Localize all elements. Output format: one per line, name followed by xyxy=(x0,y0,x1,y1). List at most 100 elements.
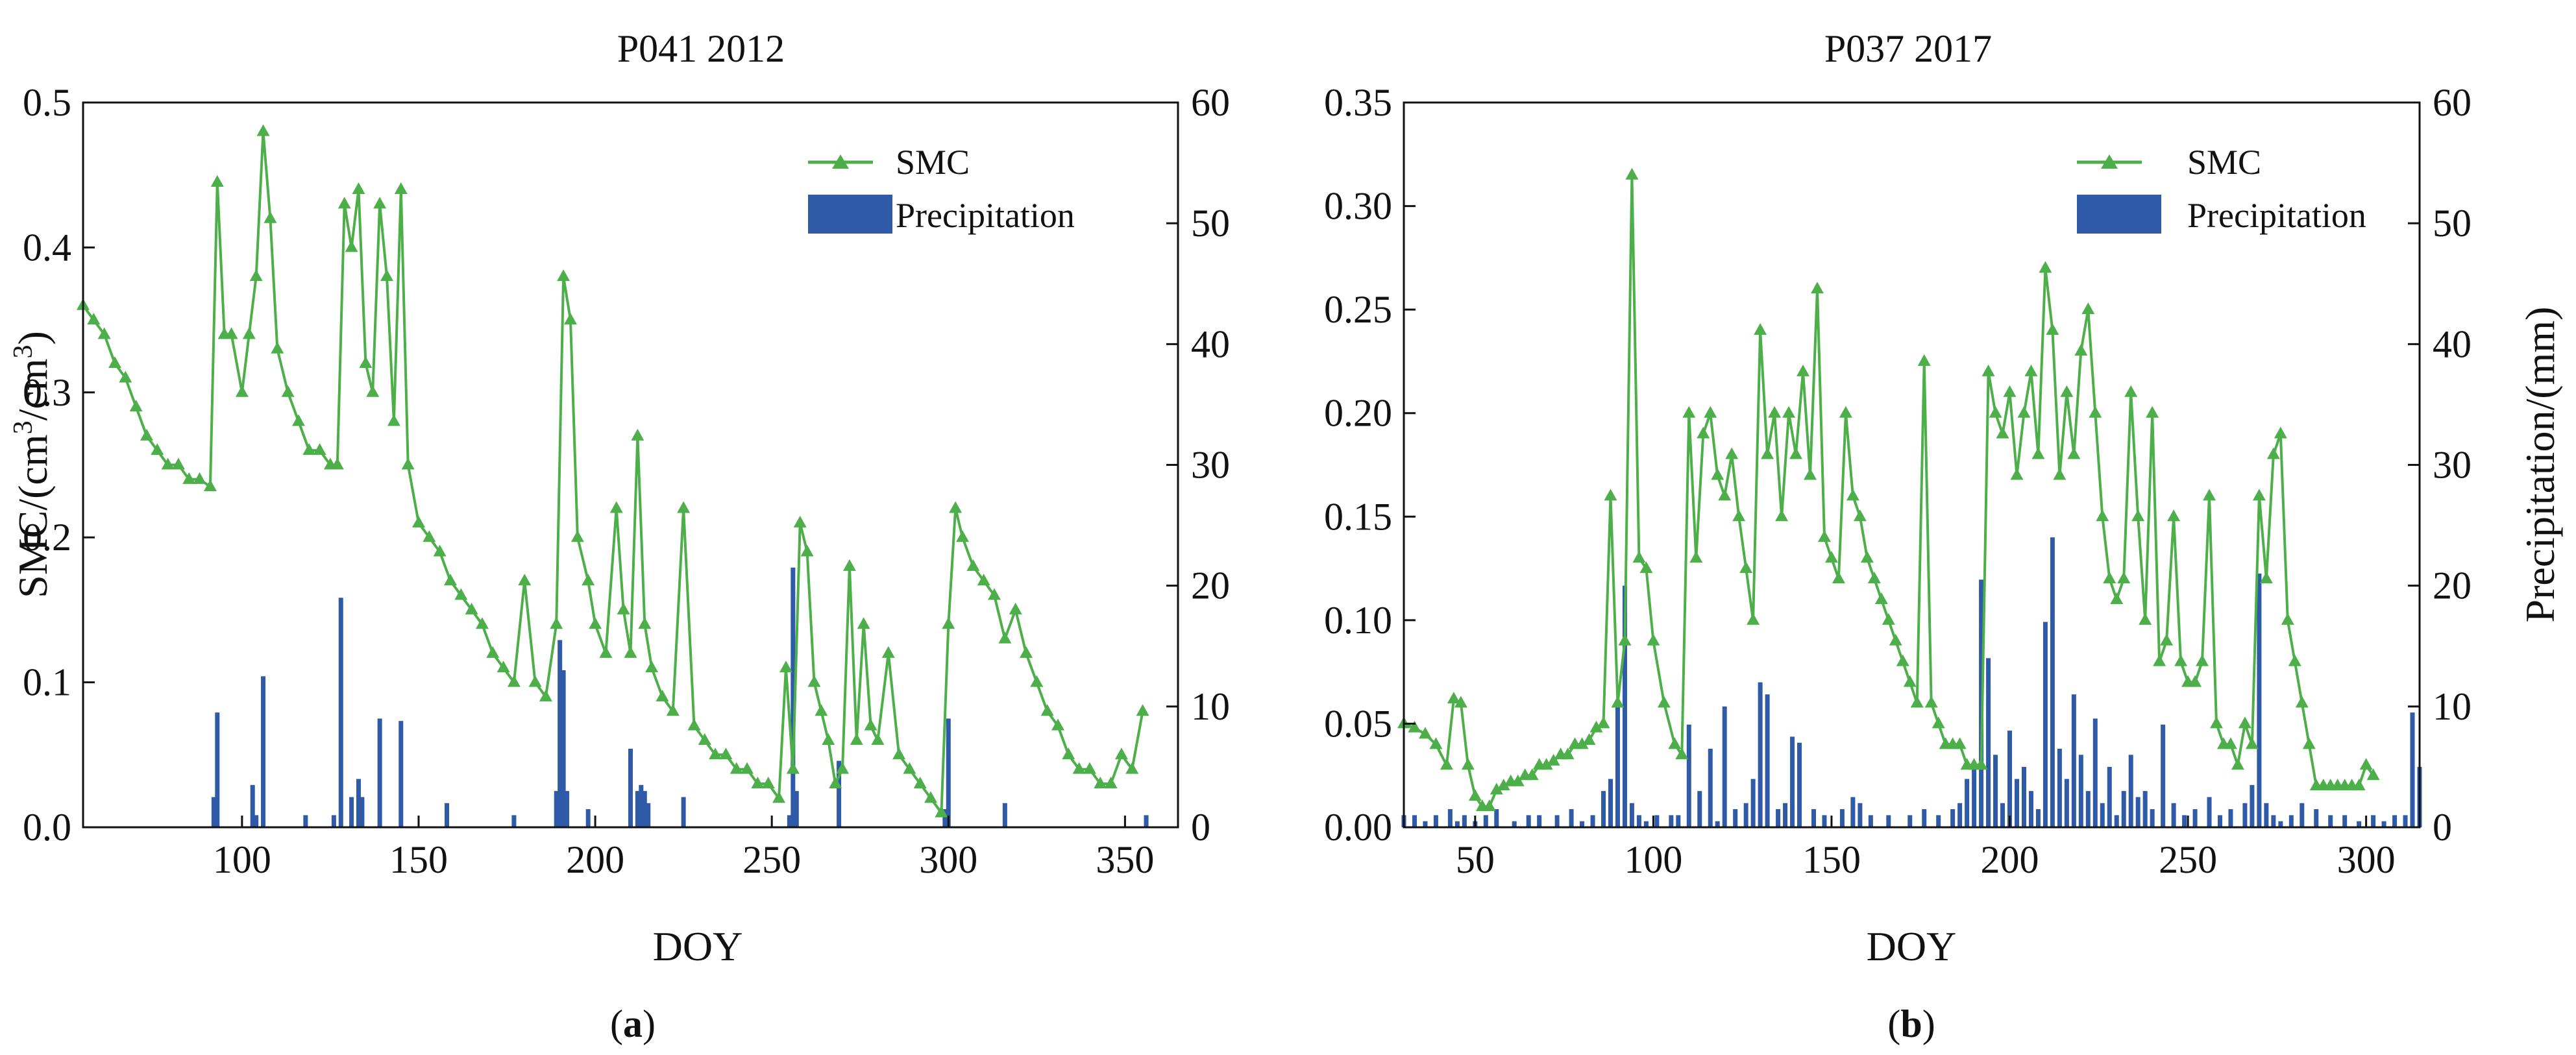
panel-b-smc-point xyxy=(2146,406,2159,418)
panel-a-y2-tick-label: 10 xyxy=(1191,685,1230,728)
panel-a-smc-point xyxy=(850,733,863,745)
panel-a-x-tick-label: 200 xyxy=(566,838,624,881)
panel-b-smc-point xyxy=(2081,302,2095,315)
panel-b-smc-point xyxy=(1874,592,1888,604)
panel-b-smc-series xyxy=(1397,167,2380,812)
panel-a-smc-point xyxy=(793,515,807,528)
panel-a-smc-point xyxy=(345,240,358,252)
panel-b-precip-bar xyxy=(1993,755,1998,827)
panel-b-precip-bar xyxy=(2392,815,2398,827)
panel-b-caption-letter: b xyxy=(1900,1002,1922,1045)
panel-b-smc-point xyxy=(1824,551,1838,563)
panel-b-precip-bar xyxy=(1708,748,1713,827)
panel-b-smc-point xyxy=(2110,592,2124,604)
panel-b-smc-point xyxy=(2024,364,2038,376)
panel-b-precip-bar xyxy=(1447,809,1453,827)
panel-a-smc-point xyxy=(730,762,743,774)
panel-b-precip-bar xyxy=(2042,622,2048,827)
panel-a-x-tick-label: 250 xyxy=(742,838,801,881)
panel-b-precip-bar xyxy=(1622,585,1627,827)
panel-b-smc-point xyxy=(2238,716,2251,729)
panel-a-smc-point xyxy=(394,182,408,195)
panel-b-precip-bar xyxy=(2057,748,2062,827)
panel-b-smc-point xyxy=(2010,468,2024,480)
panel-b-precip-bar xyxy=(2217,815,2222,827)
panel-b-smc-point xyxy=(1468,789,1482,801)
panel-a-precip-bar xyxy=(215,712,220,827)
panel-a-smc-point xyxy=(140,428,153,441)
panel-a-y2-tick-label: 30 xyxy=(1191,444,1230,487)
panel-b-precip-bar xyxy=(1554,815,1560,827)
panel-b-precip-bar xyxy=(2250,784,2255,827)
panel-b-precip-bar xyxy=(2100,803,2105,827)
panel-b-smc-point xyxy=(2067,447,2081,459)
panel-b-precip-bar xyxy=(1722,706,1727,827)
panel-b-precip-bar xyxy=(1822,815,1827,827)
panel-b-smc-point xyxy=(2288,654,2301,666)
panel-a-precip-bar xyxy=(554,791,559,827)
panel-a-smc-point xyxy=(313,443,326,455)
panel-a-smc-point xyxy=(486,646,500,658)
panel-b-smc-point xyxy=(2124,385,2138,397)
panel-b-smc-point xyxy=(1846,489,1859,501)
panel-b-smc-point xyxy=(1440,758,1453,770)
panel-a-precip-bar xyxy=(399,721,404,827)
panel-b-smc-point xyxy=(1761,447,1774,459)
panel-a-smc-point xyxy=(108,356,121,369)
panel-b-precip-bar xyxy=(1858,803,1863,827)
panel-a-precip-bar xyxy=(791,567,796,827)
panel-a-smc-point xyxy=(249,269,263,282)
panel-a-smc-point xyxy=(582,574,595,586)
panel-b-smc-point xyxy=(1989,406,2002,418)
panel-b-precip-bar xyxy=(2228,809,2233,827)
panel-b-smc-point xyxy=(1429,737,1443,749)
panel-b-precip-bar xyxy=(1601,791,1606,827)
panel-a-smc-point xyxy=(666,704,680,716)
panel-a-smc-point xyxy=(857,617,870,629)
panel-b-precip-bar xyxy=(2182,815,2187,827)
panel-a-smc-point xyxy=(161,457,175,470)
panel-a-y2-tick-label: 60 xyxy=(1191,81,1230,124)
panel-a-smc-point xyxy=(401,457,415,470)
panel-a-smc-point xyxy=(352,182,365,195)
panel-a-smc-point xyxy=(557,269,570,282)
panel-b-smc-point xyxy=(1867,572,1881,584)
panel-a-precip-bar xyxy=(1144,815,1149,827)
panel-b-smc-point xyxy=(1810,282,1824,294)
panel-a-smc-point xyxy=(1019,646,1033,658)
panel-b-precip-bar xyxy=(2371,815,2376,827)
panel-a-smc-point xyxy=(97,327,111,339)
panel-b-precip-bar xyxy=(2410,712,2415,827)
panel-b-precip-bar xyxy=(1936,815,1941,827)
panel-a-legend: SMC Precipitation xyxy=(808,143,1075,235)
panel-a-x-tick-label: 350 xyxy=(1096,838,1154,881)
panel-a-smc-point xyxy=(977,574,990,586)
panel-b-precip-bar xyxy=(1743,803,1748,827)
panel-b-smc-point xyxy=(1657,696,1671,708)
panel-b-smc-point xyxy=(2089,406,2102,418)
panel-b-precip-bar xyxy=(2078,755,2083,827)
panel-b-smc-point xyxy=(1618,633,1632,646)
panel-b-precip-bar xyxy=(1790,736,1795,827)
panel-a-smc-point xyxy=(772,791,786,803)
panel-a-smc-point xyxy=(645,661,659,673)
panel-b-precip-bar xyxy=(2035,809,2041,827)
panel-b-precip-bar xyxy=(1636,815,1641,827)
panel-b-precip-bar xyxy=(1454,821,1460,827)
panel-b-axes: 50 100 150 200 250 3000.000.050.100.150.200.2… xyxy=(1324,81,2472,881)
panel-b-smc-point xyxy=(2153,654,2166,666)
panel-b-smc-point xyxy=(2252,489,2266,501)
panel-a-precipitation-bars xyxy=(211,567,1149,827)
panel-b-precip-bar xyxy=(2403,815,2408,827)
panel-b-precip-bar xyxy=(1886,815,1891,827)
panel-b-smc-point xyxy=(1632,551,1646,563)
panel-a-smc-point xyxy=(1083,762,1096,774)
panel-a-smc-point xyxy=(203,479,217,492)
panel-b-smc-point xyxy=(1974,758,1988,770)
panel-b-precip-bar xyxy=(1783,803,1788,827)
panel-b-precip-bar xyxy=(1669,815,1674,827)
panel-a-legend-precip-label: Precipitation xyxy=(896,196,1075,235)
panel-a-y2-tick-label: 0 xyxy=(1191,806,1210,849)
panel-a-precip-bar xyxy=(946,718,951,827)
panel-a-smc-point xyxy=(709,747,722,760)
